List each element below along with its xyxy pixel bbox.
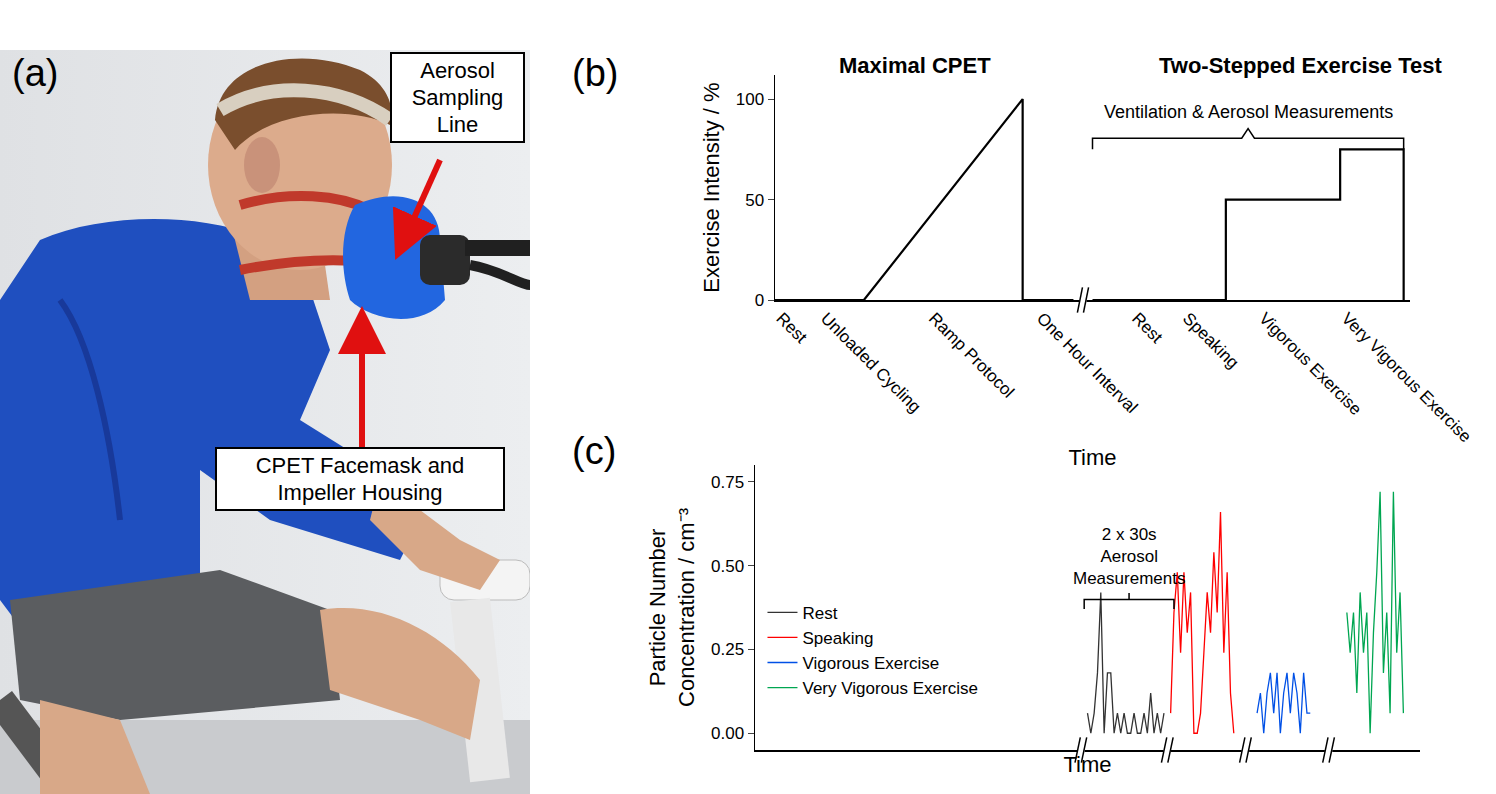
svg-text:Time: Time (1068, 445, 1116, 470)
svg-text:Rest: Rest (773, 309, 811, 347)
svg-text:Ramp Protocol: Ramp Protocol (925, 309, 1018, 402)
svg-text:2 x 30sAerosolMeasurements: 2 x 30sAerosolMeasurements (1073, 525, 1185, 588)
svg-text:Vigorous Exercise: Vigorous Exercise (802, 654, 939, 673)
svg-text:Time: Time (1063, 752, 1111, 777)
svg-text:0.75: 0.75 (711, 473, 744, 492)
svg-text:Two-Stepped Exercise Test: Two-Stepped Exercise Test (1159, 53, 1442, 78)
svg-text:100: 100 (736, 90, 764, 109)
svg-text:Exercise Intensity / %: Exercise Intensity / % (699, 82, 724, 292)
html-text:CPET Facemask and Impeller Hou: CPET Facemask and Impeller Housing (255, 453, 465, 505)
svg-text:Unloaded Cycling: Unloaded Cycling (817, 309, 925, 417)
svg-text:Speaking: Speaking (1179, 309, 1243, 373)
html-text:(a): (a) (12, 52, 59, 94)
svg-text:One Hour Interval: One Hour Interval (1033, 309, 1141, 417)
svg-text:Rest: Rest (1128, 309, 1166, 347)
html-text:Aerosol Sampling Line: Aerosol Sampling Line (411, 58, 504, 137)
svg-text:Very Vigorous Exercise: Very Vigorous Exercise (1338, 309, 1475, 446)
svg-text:Speaking: Speaking (802, 629, 873, 648)
svg-text:50: 50 (745, 191, 764, 210)
svg-text:Very Vigorous Exercise: Very Vigorous Exercise (802, 679, 977, 698)
svg-text:0.25: 0.25 (711, 640, 744, 659)
svg-text:Ventilation & Aerosol Measurem: Ventilation & Aerosol Measurements (1104, 102, 1393, 122)
svg-text:0.50: 0.50 (711, 557, 744, 576)
svg-text:(b): (b) (572, 52, 618, 94)
svg-text:Maximal CPET: Maximal CPET (839, 53, 991, 78)
svg-text:Particle NumberConcentration /: Particle NumberConcentration / cm⁻³ (645, 508, 699, 707)
svg-text:Rest: Rest (802, 604, 837, 623)
svg-text:(c): (c) (572, 430, 616, 472)
svg-text:Vigorous Exercise: Vigorous Exercise (1255, 309, 1365, 419)
svg-text:0.00: 0.00 (711, 724, 744, 743)
svg-text:0: 0 (755, 291, 764, 310)
